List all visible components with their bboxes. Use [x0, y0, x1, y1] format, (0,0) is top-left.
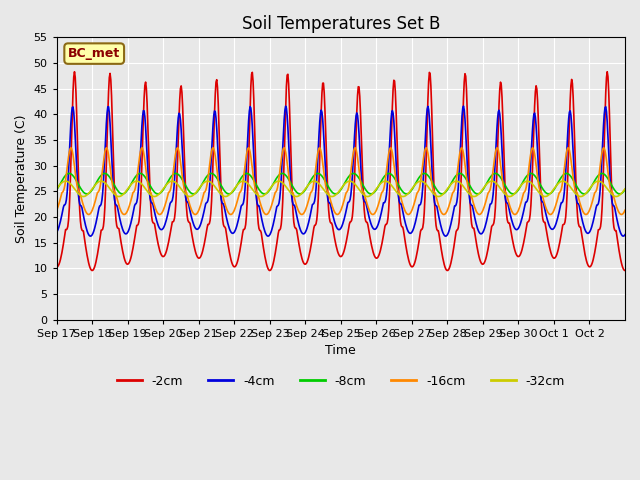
-8cm [492, 170, 499, 176]
-4cm [274, 203, 282, 209]
-4cm [431, 202, 439, 208]
-4cm [120, 228, 127, 234]
-8cm [252, 181, 260, 187]
-32cm [621, 186, 629, 192]
-16cm [433, 196, 441, 202]
-8cm [621, 187, 629, 192]
-2cm [253, 195, 260, 201]
-2cm [53, 264, 61, 270]
-32cm [53, 186, 61, 192]
-32cm [612, 193, 620, 199]
-4cm [53, 229, 61, 235]
-32cm [401, 193, 408, 199]
Line: -16cm: -16cm [57, 148, 625, 215]
-8cm [509, 191, 517, 197]
-16cm [53, 207, 61, 213]
-2cm [401, 232, 408, 238]
-8cm [431, 185, 439, 191]
Line: -2cm: -2cm [57, 72, 625, 271]
-2cm [225, 245, 232, 251]
-8cm [399, 190, 407, 195]
-4cm [224, 221, 232, 227]
Text: BC_met: BC_met [68, 47, 120, 60]
-16cm [225, 211, 233, 216]
-32cm [225, 192, 232, 198]
-16cm [156, 212, 164, 217]
-4cm [621, 232, 629, 238]
-16cm [275, 175, 283, 181]
Line: -32cm: -32cm [57, 181, 625, 196]
-4cm [399, 212, 407, 218]
-4cm [460, 103, 467, 109]
Title: Soil Temperatures Set B: Soil Temperatures Set B [242, 15, 440, 33]
-32cm [120, 191, 128, 196]
-2cm [70, 69, 78, 74]
Y-axis label: Soil Temperature (C): Soil Temperature (C) [15, 114, 28, 243]
-8cm [53, 187, 61, 192]
-32cm [432, 193, 440, 199]
-4cm [442, 233, 449, 239]
-2cm [621, 268, 629, 274]
-32cm [253, 192, 260, 197]
-16cm [173, 145, 181, 151]
-2cm [432, 223, 440, 228]
Line: -8cm: -8cm [57, 173, 625, 194]
-8cm [274, 174, 282, 180]
-16cm [253, 190, 261, 195]
-2cm [275, 230, 282, 236]
X-axis label: Time: Time [326, 344, 356, 357]
-8cm [224, 191, 232, 197]
Legend: -2cm, -4cm, -8cm, -16cm, -32cm: -2cm, -4cm, -8cm, -16cm, -32cm [111, 370, 570, 393]
-16cm [120, 211, 127, 217]
-8cm [120, 191, 127, 197]
Line: -4cm: -4cm [57, 106, 625, 236]
-16cm [401, 208, 409, 214]
-2cm [120, 255, 128, 261]
-32cm [275, 178, 282, 184]
-32cm [61, 178, 69, 184]
-16cm [621, 207, 629, 213]
-4cm [252, 192, 260, 198]
